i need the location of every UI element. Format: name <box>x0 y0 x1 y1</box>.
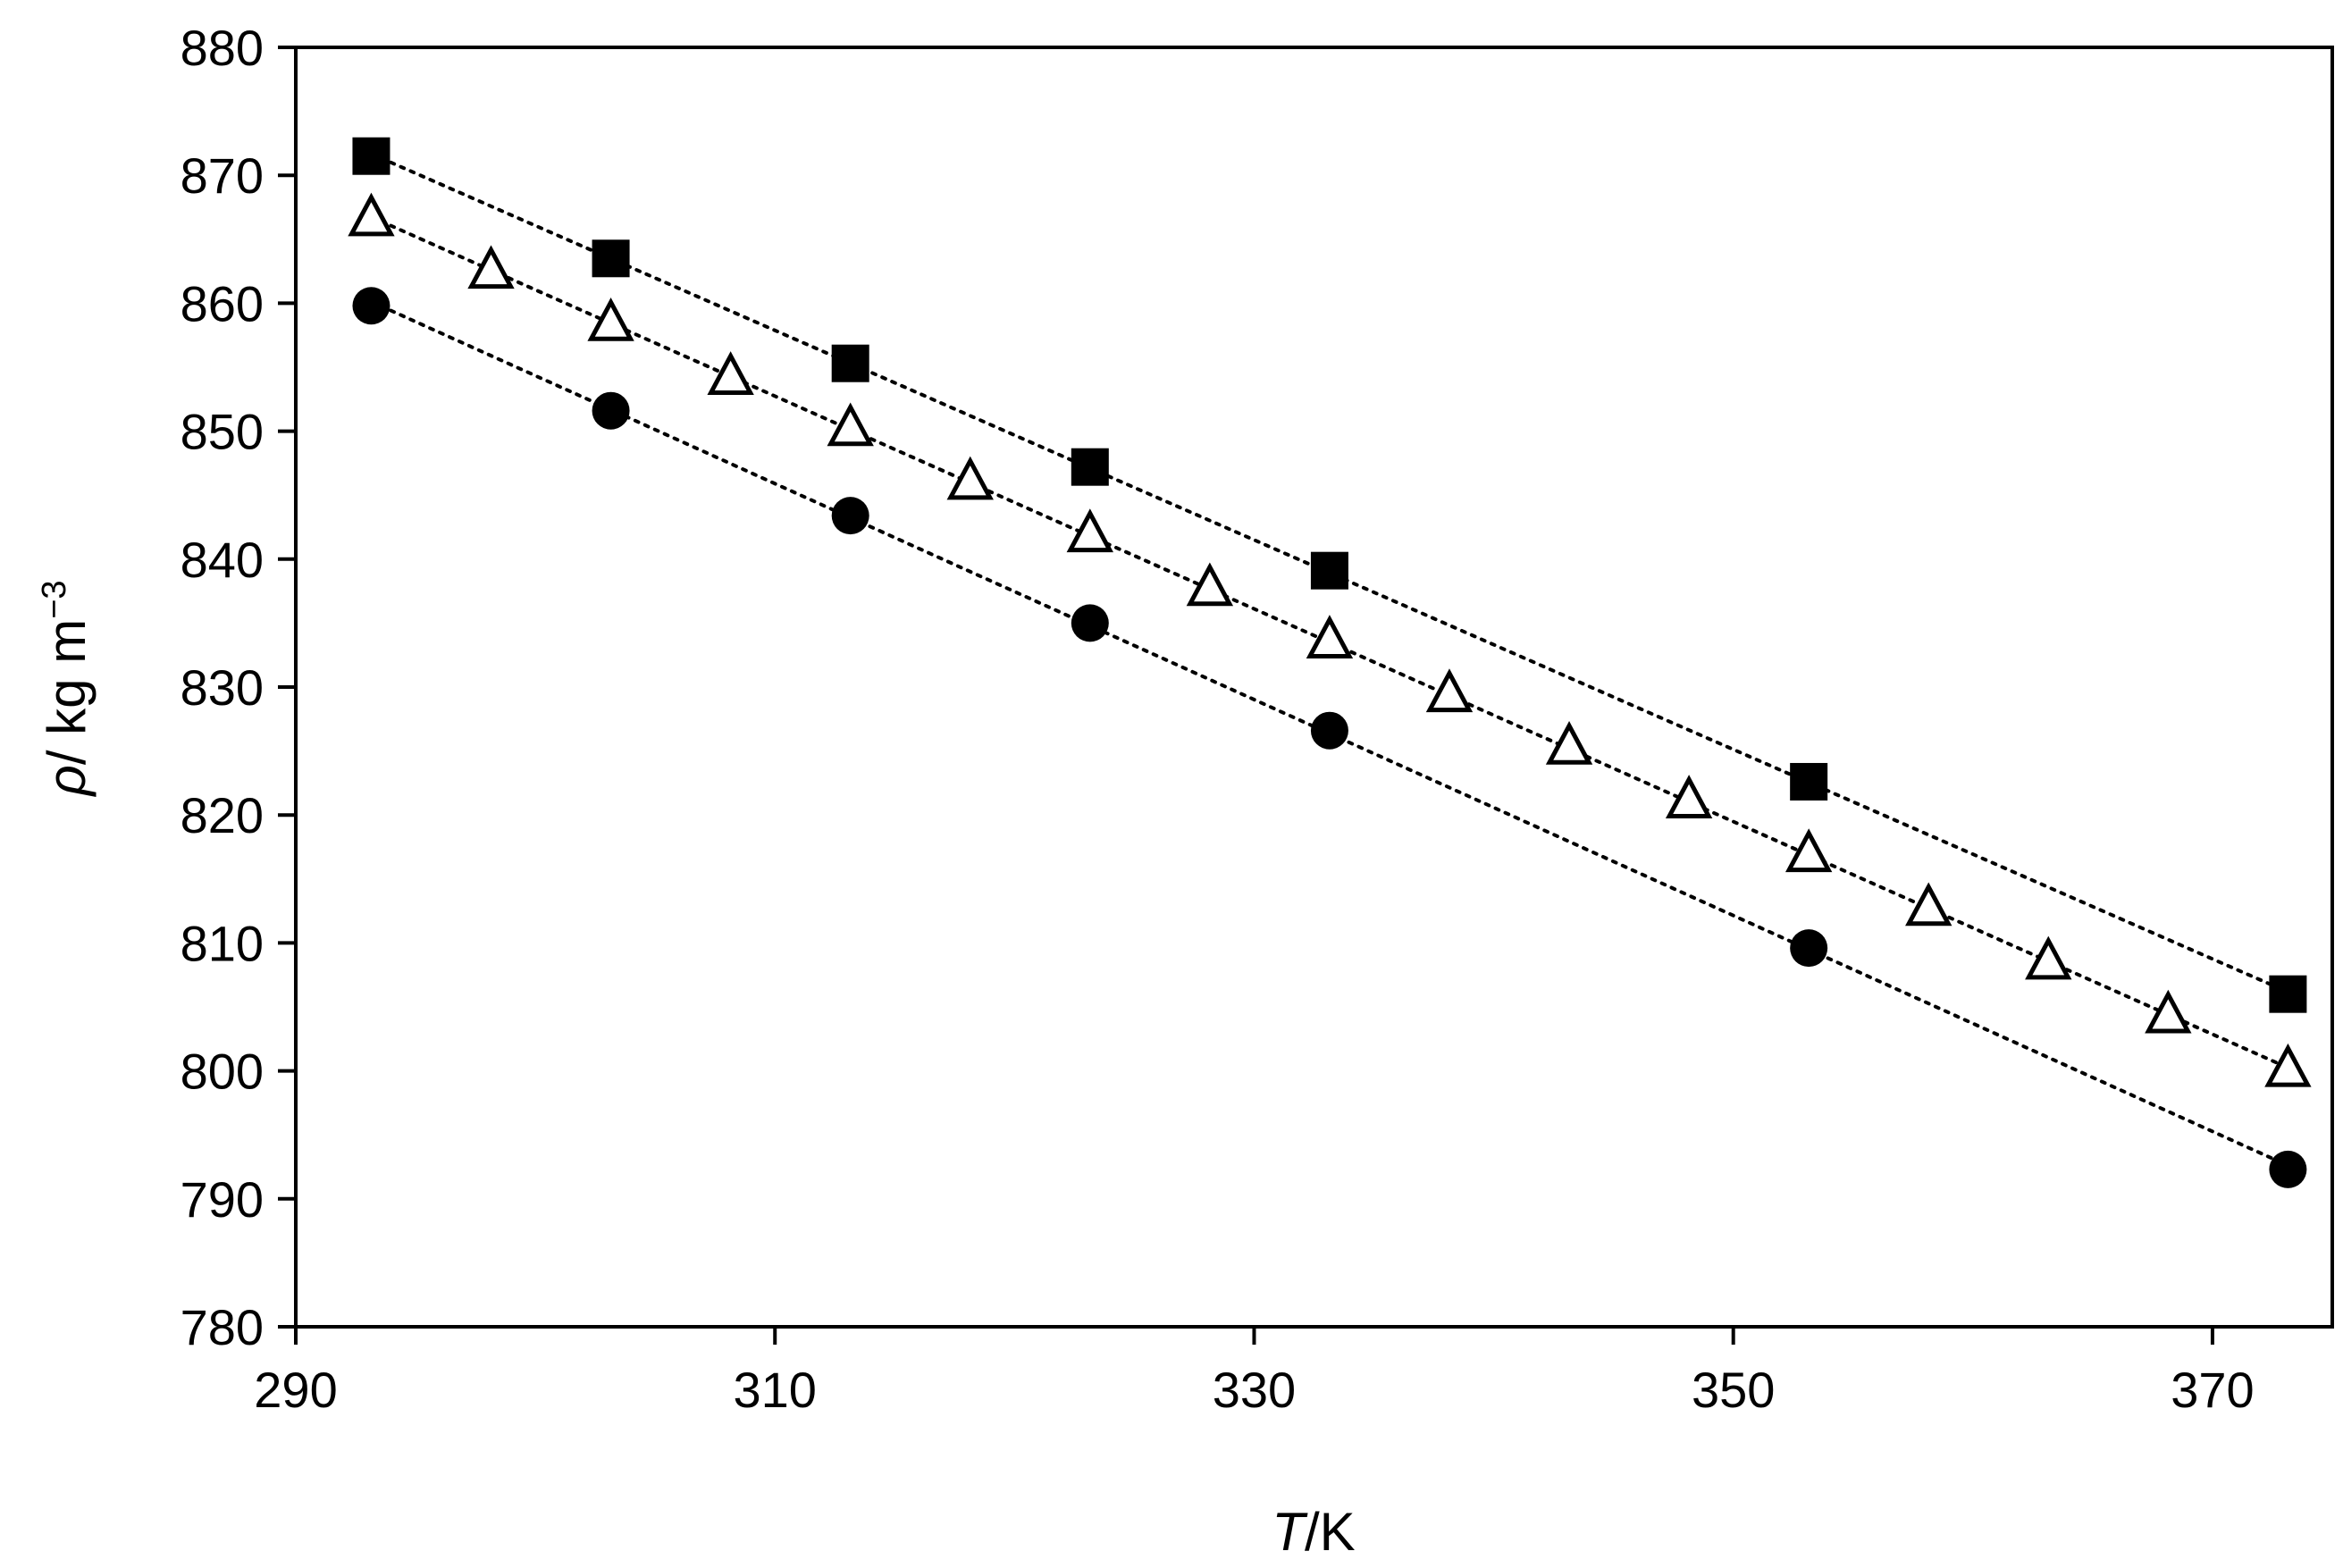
data-point-series-2 <box>707 351 754 395</box>
data-point-series-3 <box>831 497 869 535</box>
data-point-series-2 <box>1905 882 1952 927</box>
data-point-series-2 <box>1665 775 1713 818</box>
y-tick-label: 840 <box>181 532 264 588</box>
y-tick-label: 870 <box>181 147 264 204</box>
y-tick-label: 860 <box>181 275 264 331</box>
y-tick-label: 850 <box>181 404 264 460</box>
data-point-series-1 <box>352 137 390 175</box>
y-tick-label: 780 <box>181 1299 264 1355</box>
data-point-series-2 <box>348 192 395 237</box>
data-point-series-3 <box>592 391 630 430</box>
data-point-series-2 <box>1306 615 1354 658</box>
data-point-series-1 <box>1310 551 1348 590</box>
y-tick-label: 880 <box>181 20 264 76</box>
data-point-series-2 <box>1785 828 1833 873</box>
data-point-series-2 <box>2025 935 2072 980</box>
data-point-series-1 <box>1790 762 1828 801</box>
x-tick-label: 350 <box>1692 1362 1775 1418</box>
y-axis-symbol: ρ <box>37 765 97 797</box>
data-point-series-2 <box>2264 1043 2312 1087</box>
y-tick-label: 810 <box>181 915 264 971</box>
data-point-series-2 <box>1186 562 1234 607</box>
y-tick-label: 800 <box>181 1044 264 1100</box>
y-tick-label: 790 <box>181 1171 264 1228</box>
data-point-series-2 <box>587 298 634 341</box>
y-axis: 780 790 800 810 820 830 840 850 860 870 880 <box>181 20 296 1355</box>
data-point-series-1 <box>1071 448 1109 486</box>
data-point-series-2 <box>1066 508 1113 553</box>
data-point-series-2 <box>2145 989 2192 1034</box>
data-point-series-3 <box>352 287 390 325</box>
x-tick-label: 330 <box>1213 1362 1296 1418</box>
y-axis-exponent: −3 <box>36 580 73 618</box>
data-point-series-2 <box>1545 721 1593 765</box>
y-axis-unit: / kg m <box>37 619 97 765</box>
plot-area-frame <box>294 46 2334 1329</box>
data-point-series-3 <box>1790 929 1828 968</box>
data-point-series-3 <box>1071 604 1109 642</box>
data-point-series-1 <box>831 344 869 382</box>
x-axis: 290 310 330 350 370 <box>254 1327 2255 1418</box>
y-axis-label: ρ/ kg m−3 <box>36 580 97 797</box>
data-point-series-3 <box>1310 711 1348 750</box>
trendline-series-2 <box>369 214 2290 1070</box>
x-tick-label: 370 <box>2171 1362 2254 1418</box>
x-tick-label: 290 <box>254 1362 337 1418</box>
y-tick-label: 820 <box>181 787 264 843</box>
x-tick-label: 310 <box>734 1362 817 1418</box>
data-point-series-1 <box>592 239 630 278</box>
data-point-series-2 <box>827 402 874 447</box>
data-point-series-2 <box>1425 668 1474 713</box>
trendlines <box>369 152 2290 1168</box>
x-axis-label: T/K <box>1272 1502 1355 1562</box>
data-point-series-1 <box>2269 975 2307 1013</box>
x-axis-unit: /K <box>1305 1502 1356 1562</box>
data-point-series-2 <box>467 245 515 289</box>
data-markers <box>348 137 2312 1188</box>
x-axis-symbol: T <box>1272 1502 1308 1562</box>
data-point-series-2 <box>946 456 994 500</box>
y-tick-label: 830 <box>181 659 264 716</box>
data-point-series-3 <box>2269 1150 2307 1188</box>
